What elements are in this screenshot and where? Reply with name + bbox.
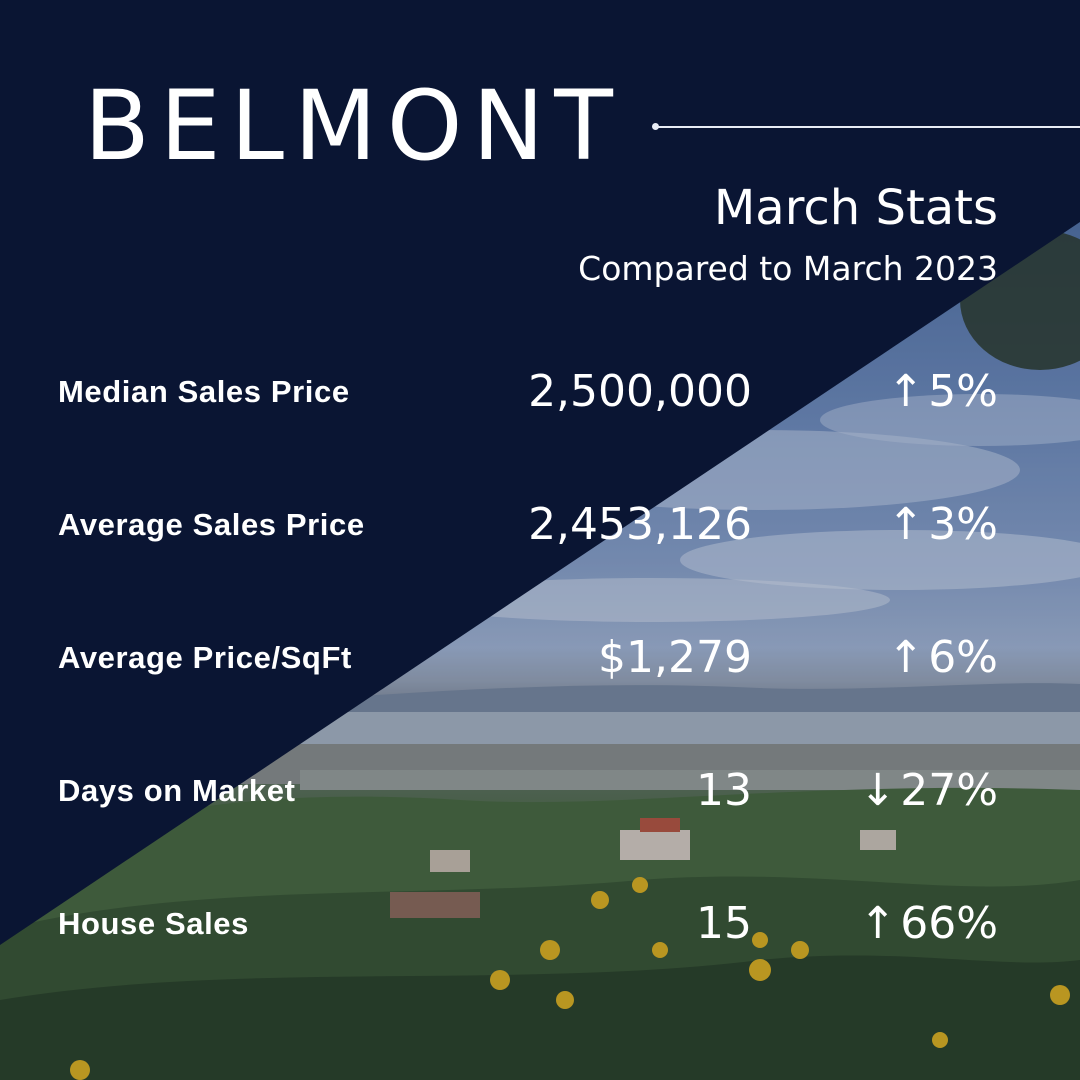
arrow-up-icon: ↑ [887,632,925,683]
comparison-note: Compared to March 2023 [578,249,998,288]
stat-change: ↑66% [859,896,998,952]
stat-row-median-sales-price: Median Sales Price 2,500,000 ↑5% [0,366,1080,432]
stat-value: 2,500,000 [528,366,752,417]
arrow-down-icon: ↓ [859,765,897,816]
change-percent: 3% [928,499,998,550]
arrow-up-icon: ↑ [887,499,925,550]
stat-label: Average Price/SqFt [58,640,352,675]
stat-row-average-price-per-sqft: Average Price/SqFt $1,279 ↑6% [0,632,1080,698]
stat-change: ↓27% [859,763,998,819]
change-percent: 66% [900,898,998,949]
stats-subtitle: March Stats [713,180,998,236]
stat-change: ↑3% [887,497,998,553]
divider-dot [652,123,659,130]
change-percent: 6% [928,632,998,683]
stat-label: Average Sales Price [58,507,365,542]
stat-label: Median Sales Price [58,374,350,409]
change-percent: 5% [928,366,998,417]
city-title: BELMONT [84,70,623,182]
stat-value: $1,279 [598,632,752,683]
header-divider-line [656,126,1080,128]
stat-value: 13 [696,765,752,816]
stat-change: ↑6% [887,630,998,686]
stat-label: Days on Market [58,773,296,808]
stat-row-days-on-market: Days on Market 13 ↓27% [0,765,1080,831]
stat-label: House Sales [58,906,249,941]
stat-value: 15 [696,898,752,949]
stat-row-house-sales: House Sales 15 ↑66% [0,898,1080,964]
stat-value: 2,453,126 [528,499,752,550]
arrow-up-icon: ↑ [859,898,897,949]
change-percent: 27% [900,765,998,816]
stat-change: ↑5% [887,364,998,420]
arrow-up-icon: ↑ [887,366,925,417]
stat-row-average-sales-price: Average Sales Price 2,453,126 ↑3% [0,499,1080,565]
